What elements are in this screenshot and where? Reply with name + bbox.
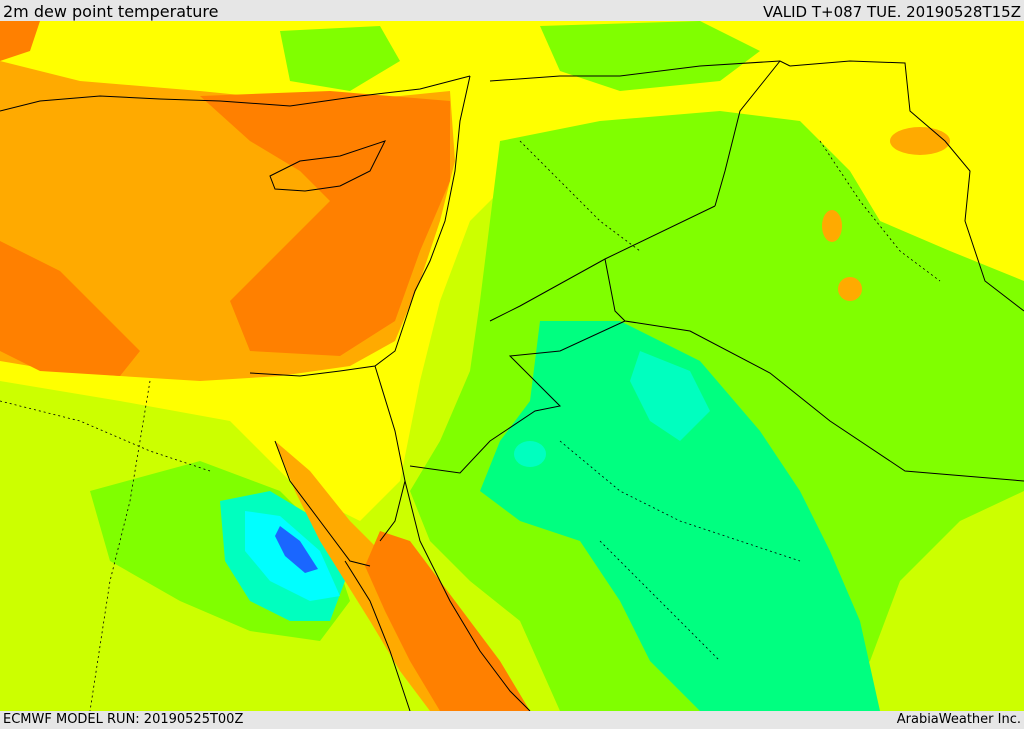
green-patch-north2	[540, 21, 760, 91]
border-jordan-iraq	[489, 205, 716, 322]
province-lines-2	[89, 380, 151, 711]
warm-spot-iraq2	[838, 277, 862, 301]
country-borders	[409, 60, 1024, 482]
province-lines-6	[819, 140, 941, 282]
coastlines	[0, 75, 531, 711]
border-iraq-saudi	[604, 258, 1024, 482]
mediterranean-dark-orange-sw	[0, 241, 140, 376]
province-lines-5	[599, 540, 721, 662]
gulf-suez-coast	[274, 440, 371, 567]
blue-core	[275, 526, 318, 573]
border-syria-iraq	[714, 60, 781, 207]
mediterranean-dark-orange	[200, 91, 450, 356]
cyprus	[269, 140, 386, 192]
red-sea-orange	[275, 441, 530, 711]
aegean-orange	[0, 21, 40, 61]
dewpoint-field	[0, 21, 1024, 711]
levant-coast	[249, 75, 471, 377]
warm-spot-northeast	[890, 127, 950, 155]
credit: ArabiaWeather Inc.	[896, 712, 1021, 727]
red-sea-dark-orange	[365, 531, 530, 711]
header-bar: 2m dew point temperature VALID T+087 TUE…	[0, 0, 1024, 21]
border-iraq-iran	[789, 60, 1024, 312]
green-patch-north	[280, 26, 400, 91]
province-lines-4	[559, 440, 801, 562]
red-sea-west-coast	[344, 560, 411, 711]
spring-green-region	[480, 321, 880, 711]
model-run: ECMWF MODEL RUN: 20190525T00Z	[3, 712, 244, 727]
province-boundaries	[0, 140, 941, 711]
red-sea-east-coast	[404, 480, 531, 711]
border-turkey-syria	[489, 60, 791, 82]
teal-pocket	[514, 441, 546, 467]
weather-map[interactable]	[0, 21, 1024, 711]
border-jordan-saudi	[409, 320, 626, 474]
teal-region	[630, 351, 710, 441]
map-title: 2m dew point temperature	[3, 2, 219, 21]
footer-bar: ECMWF MODEL RUN: 20190525T00Z ArabiaWeat…	[0, 711, 1024, 729]
province-lines-3	[0, 400, 211, 472]
valid-time: VALID T+087 TUE. 20190528T15Z	[763, 3, 1021, 21]
anatolia-coast	[0, 75, 471, 112]
warm-spot-iraq1	[822, 210, 842, 242]
yellow-gulf-northeast	[860, 41, 1024, 261]
